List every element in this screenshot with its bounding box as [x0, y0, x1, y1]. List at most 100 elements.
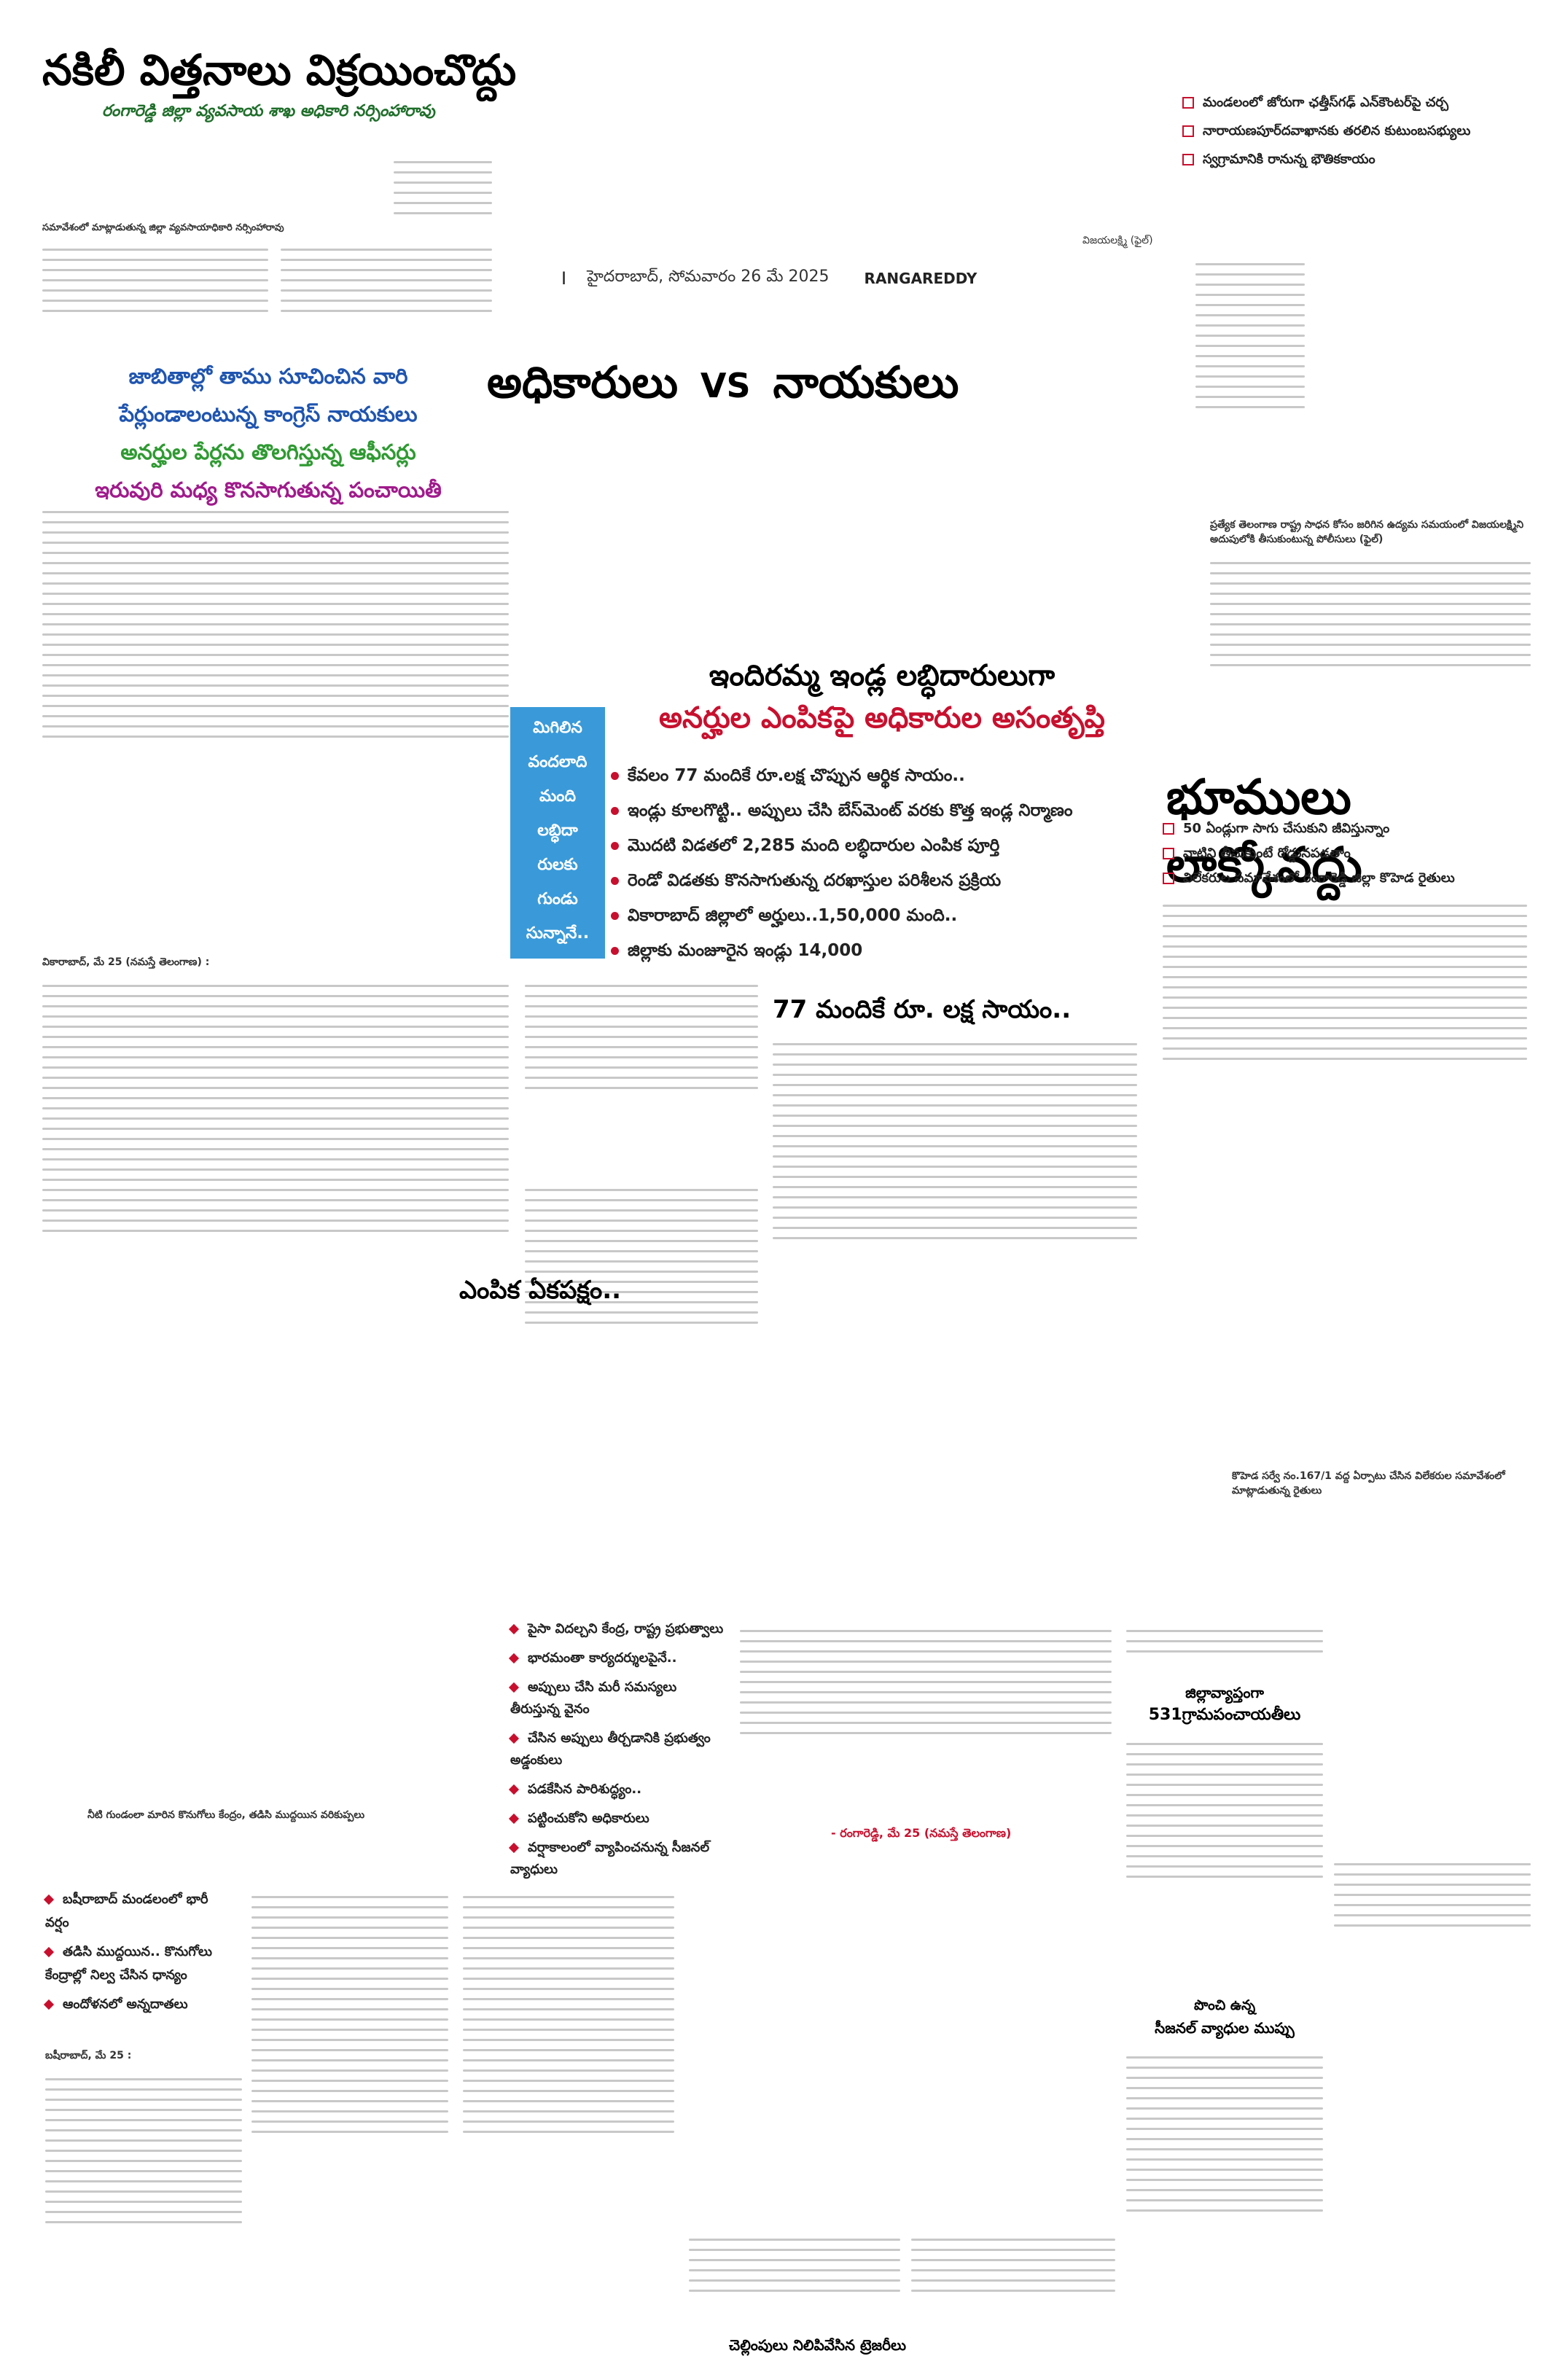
square-bullet-icon: [1182, 97, 1194, 109]
right-column-label: విజయలక్ష్మి (ఫైల్): [1082, 235, 1153, 246]
photo-caption: నీటి గుండంలా మారిన కొనుగోలు కేంద్రం, తడి…: [87, 1809, 365, 1821]
story-column: [45, 2070, 242, 2354]
side-label-line: రులకు: [537, 856, 578, 874]
story-column: [1126, 2048, 1323, 2354]
diamond-bullet-icon: [43, 1999, 55, 2010]
diamond-bullet-icon: [508, 1842, 520, 1854]
story-column: [1126, 1735, 1323, 1990]
list-item: 50 ఏండ్లుగా సాగు చేసుకుని జీవిస్తున్నాం: [1163, 816, 1527, 841]
diamond-bullet-icon: [508, 1623, 520, 1635]
story-column: [42, 503, 509, 933]
diamond-bullet-icon: [508, 1813, 520, 1825]
story-column: [1195, 255, 1305, 539]
bhoomulu-bullets: 50 ఏండ్లుగా సాగు చేసుకుని జీవిస్తున్నాం …: [1163, 816, 1527, 891]
list-item: తడిసి ముద్దయిన.. కొనుగోలు కేంద్రాల్లో ని…: [43, 1940, 235, 1987]
list-item: వికారాబాద్ జిల్లాలో అర్హులు..1,50,000 మం…: [611, 898, 1209, 933]
story-column: [394, 153, 492, 233]
highlight-line: అనర్హుల పేర్లను తొలగిస్తున్న ఆఫీసర్లు: [120, 440, 416, 464]
highlight-line: పేర్లుండాలంటున్న కాంగ్రెస్ నాయకులు: [119, 402, 418, 426]
list-item: పైసా విదల్చని కేంద్ర, రాష్ట్ర ప్రభుత్వాల…: [508, 1618, 729, 1640]
dot-bullet-icon: [611, 807, 619, 815]
list-item: మండలంలో జోరుగా ఛత్తీస్‌గఢ్ ఎన్‌కౌంటర్‌పై…: [1182, 95, 1532, 113]
story-column: [525, 977, 758, 1174]
story-column: [42, 241, 268, 335]
list-item: వర్షాకాలంలో వ్యాపించనున్న సీజనల్ వ్యాధుల…: [508, 1837, 729, 1881]
list-item: పడకేసిన పారిశుద్ధ్యం..: [508, 1779, 729, 1800]
top-right-bullets: మండలంలో జోరుగా ఛత్తీస్‌గఢ్ ఎన్‌కౌంటర్‌పై…: [1182, 95, 1532, 170]
kohedu-farmers-photo: [1163, 1210, 1527, 1458]
panchayat-credit: - రంగారెడ్డి, మే 25 (నమస్తే తెలంగాణ): [831, 1826, 1012, 1840]
story-column: [911, 2231, 1115, 2354]
headline-left: అధికారులు: [487, 357, 679, 408]
diamond-bullet-icon: [508, 1733, 520, 1744]
subhead-district: జిల్లావ్యాప్తంగా: [1185, 1684, 1264, 1701]
list-item: భారమంతా కార్యదర్శులపైనే..: [508, 1647, 729, 1669]
dateline: హైదరాబాద్, సోమవారం 26 మే 2025: [587, 268, 830, 286]
square-bullet-icon: [1182, 154, 1194, 165]
vijayalakshmi-photo: [1319, 219, 1531, 499]
rain-dateline: బషీరాబాద్, మే 25 :: [45, 2050, 132, 2061]
list-item: మొదటి విడతలో 2,285 మంది లబ్ధిదారుల ఎంపిక…: [611, 828, 1209, 863]
side-label-line: సున్నానే..: [526, 924, 590, 943]
indiramma-dateline: వికారాబాద్, మే 25 (నమస్తే తెలంగాణ) :: [42, 956, 210, 968]
list-item: విలేకరుల సమావేశంలో రంగారెడ్డి జిల్లా కొహ…: [1163, 866, 1527, 891]
dot-bullet-icon: [611, 842, 619, 850]
list-item: పట్టించుకోని అధికారులు: [508, 1808, 729, 1830]
side-label-line: వందలాది: [528, 753, 588, 771]
story-column: [689, 2231, 900, 2354]
indiramma-bullets: కేవలం 77 మందికే రూ.లక్ష చొప్పున ఆర్థిక స…: [611, 758, 1209, 968]
list-item: కేవలం 77 మందికే రూ.లక్ష చొప్పున ఆర్థిక స…: [611, 758, 1209, 793]
story-column: [281, 241, 492, 335]
dot-bullet-icon: [611, 877, 619, 885]
highlight-line: జాబితాల్లో తాము సూచించిన వారి: [128, 364, 408, 389]
headline-line: ఇందిరమ్మ ఇండ్ల లబ్ధిదారులుగా: [709, 659, 1055, 692]
dot-bullet-icon: [611, 947, 619, 955]
indiramma-headline: ఇందిరమ్మ ఇండ్ల లబ్ధిదారులుగా అనర్హుల ఎంప…: [627, 655, 1137, 739]
photo-caption: కొహెడ సర్వే నం.167/1 వద్ద ఏర్పాటు చేసిన …: [1232, 1470, 1505, 1497]
story-column: [525, 1181, 758, 1436]
list-item: ఇండ్లు కూలగొట్టి.. అప్పులు చేసి బేస్‌మెం…: [611, 793, 1209, 828]
diamond-bullet-icon: [508, 1682, 520, 1693]
list-item: ఆందోళనలో అన్నదాతలు: [43, 1993, 235, 2016]
list-item: అప్పులు చేసి మరీ సమస్యలు తీరుస్తున్న వైన…: [508, 1677, 729, 1720]
subhead-bills: చెల్లింపులు నిలిపివేసిన ట్రెజరీలు: [729, 2336, 907, 2354]
dot-bullet-icon: [611, 772, 619, 780]
main-subtitle: రంగారెడ్డి జిల్లా వ్యవసాయ శాఖ అధికారి నర…: [102, 102, 435, 120]
panchayat-bullets: పైసా విదల్చని కేంద్ర, రాష్ట్ర ప్రభుత్వాల…: [508, 1618, 729, 1881]
main-headline: నకిలీ విత్తనాలు విక్రయించొద్దు: [42, 45, 517, 95]
square-bullet-icon: [1163, 848, 1174, 859]
story-column: [773, 1035, 1137, 1392]
side-label-bar: మిగిలిన వందలాది మంది లబ్ధిదా రులకు గుండు…: [510, 707, 605, 959]
subhead-lakh: 77 మందికే రూ. లక్ష సాయం..: [773, 995, 1072, 1024]
dateline-marker: I: [561, 268, 567, 289]
list-item: చేసిన అప్పులు తీర్చడానికి ప్రభుత్వం అడ్డ…: [508, 1728, 729, 1771]
story-column: [1163, 897, 1527, 1195]
subhead-seasonal-1: పొంచి ఉన్న: [1193, 1997, 1256, 2013]
story-column: [740, 1622, 1112, 1826]
photo-caption: ప్రత్యేక తెలంగాణ రాష్ట్ర సాధన కోసం జరిగి…: [1210, 519, 1524, 545]
side-label-line: గుండు: [537, 890, 578, 908]
subhead-seasonal-2: సీజనల్ వ్యాధుల ముప్పు: [1155, 2019, 1295, 2037]
subhead-count: 531గ్రామపంచాయతీలు: [1148, 1706, 1301, 1724]
diamond-bullet-icon: [43, 1894, 55, 1905]
meeting-photo-caption: సమావేశంలో మాట్లాడుతున్న జిల్లా వ్యవసాయాధ…: [42, 222, 284, 233]
dot-bullet-icon: [611, 912, 619, 920]
list-item: నారాయణపూర్‌దవాఖానకు తరలిన కుటుంబసభ్యులు: [1182, 123, 1532, 141]
square-bullet-icon: [1163, 873, 1174, 884]
headline-vs: VS: [700, 366, 751, 405]
dateline-bar: I హైదరాబాద్, సోమవారం 26 మే 2025 RANGARED…: [561, 266, 1093, 291]
square-bullet-icon: [1163, 823, 1174, 835]
list-item: జిల్లాకు మంజూరైన ఇండ్లు 14,000: [611, 933, 1209, 968]
highlight-line: ఇరువురి మధ్య కొనసాగుతున్న పంచాయితీ: [95, 477, 442, 502]
headline-right: నాయకులు: [773, 357, 959, 408]
list-item: బషీరాబాద్ మండలంలో భారీ వర్షం: [43, 1888, 235, 1935]
bhoomulu-headline: భూములు లాక్కోవద్దు: [1166, 769, 1362, 893]
story-column: [1126, 1622, 1323, 1677]
story-column: [1210, 554, 1531, 751]
center-headline: అధికారులు VS నాయకులు: [487, 357, 959, 418]
diamond-bullet-icon: [508, 1784, 520, 1795]
story-column: [251, 1888, 448, 2354]
headline-line: అనర్హుల ఎంపికపై అధికారుల అసంతృప్తి: [659, 701, 1105, 735]
story-column: [42, 977, 509, 1429]
list-item: రెండో విడతకు కొనసాగుతున్న దరఖాస్తుల పరిశ…: [611, 863, 1209, 898]
